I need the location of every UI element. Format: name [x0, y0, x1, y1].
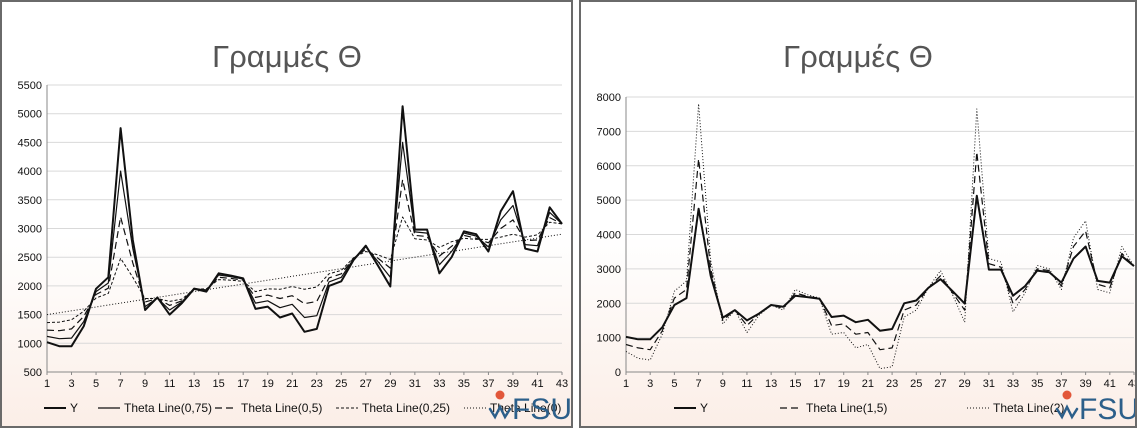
x-tick-label: 15 [213, 378, 225, 390]
legend-label: Y [700, 401, 708, 415]
series-line-3 [46, 179, 563, 332]
x-tick-label: 39 [1079, 378, 1091, 390]
series-line-3 [625, 103, 1135, 370]
y-tick-label: 3000 [18, 224, 42, 236]
chart-right: Γραμμές Θ 0 1000 2000 3000 4000 5000 6000 7000 80… [597, 39, 1135, 426]
series-line-2 [46, 141, 563, 340]
x-tick-label: 19 [262, 378, 274, 390]
x-tick-label: 37 [482, 378, 494, 390]
fsu-mark-icon [488, 404, 512, 420]
x-tick-label: 17 [813, 378, 825, 390]
series-line-1 [625, 194, 1135, 341]
series-line-2 [625, 151, 1135, 351]
series-line-4 [46, 216, 563, 324]
legend-label: Theta Line(0,75) [124, 401, 212, 415]
x-tick-label: 41 [531, 378, 543, 390]
y-tick-label: 2000 [597, 298, 621, 310]
x-tick-label: 13 [188, 378, 200, 390]
fsu-logo: FSU [1055, 390, 1135, 426]
y-tick-label: 5500 [18, 80, 42, 92]
x-tick-label: 43 [1128, 378, 1135, 390]
x-tick-label: 39 [507, 378, 519, 390]
x-tick-label: 13 [765, 378, 777, 390]
x-tick-label: 31 [983, 378, 995, 390]
x-tick-label: 1 [623, 378, 629, 390]
x-tick-label: 19 [838, 378, 850, 390]
series-line-1 [46, 105, 563, 348]
y-tick-label: 1000 [597, 333, 621, 345]
chart-panel-left: Γραμμές Θ 500 1000 1500 2000 2500 3000 3500 4000… [0, 0, 573, 428]
legend-label: Theta Line(0,25) [362, 401, 450, 415]
y-tick-label: 6000 [597, 161, 621, 173]
fsu-mark-icon [1055, 404, 1079, 420]
y-tick-label: 3000 [597, 264, 621, 276]
legend-label: Theta Line(2) [993, 401, 1064, 415]
chart-title: Γραμμές Θ [212, 39, 362, 74]
x-tick-label: 3 [68, 378, 74, 390]
fsu-leaf-icon [1062, 390, 1072, 400]
fsu-logo-text: FSU [1079, 393, 1135, 426]
x-tick-label: 29 [384, 378, 396, 390]
y-tick-label: 4000 [597, 230, 621, 242]
x-tick-label: 31 [409, 378, 421, 390]
x-tick-label: 7 [118, 378, 124, 390]
y-tick-label: 2500 [18, 252, 42, 264]
x-tick-label: 7 [696, 378, 702, 390]
x-tick-label: 1 [44, 378, 50, 390]
x-tick-label: 5 [671, 378, 677, 390]
y-tick-label: 0 [615, 367, 621, 379]
x-tick-label: 43 [556, 378, 568, 390]
x-tick-label: 9 [142, 378, 148, 390]
legend-label: Theta Line(1,5) [806, 401, 887, 415]
x-tick-label: 25 [335, 378, 347, 390]
x-tick-label: 37 [1055, 378, 1067, 390]
x-tick-label: 23 [311, 378, 323, 390]
y-tick-label: 4000 [18, 166, 42, 178]
y-tick-label: 5000 [597, 195, 621, 207]
y-tick-label: 1500 [18, 310, 42, 322]
chart-left: Γραμμές Θ 500 1000 1500 2000 2500 3000 3500 4000… [18, 39, 571, 426]
x-tick-label: 33 [1007, 378, 1019, 390]
x-tick-label: 33 [433, 378, 445, 390]
y-tick-label: 7000 [597, 126, 621, 138]
x-tick-label: 21 [286, 378, 298, 390]
x-tick-label: 27 [934, 378, 946, 390]
x-tick-label: 23 [886, 378, 898, 390]
fsu-logo: FSU [488, 390, 571, 426]
chart-panel-right: Γραμμές Θ 0 1000 2000 3000 4000 5000 6000 7000 80… [579, 0, 1137, 428]
x-tick-label: 35 [458, 378, 470, 390]
y-tick-label: 4500 [18, 137, 42, 149]
y-tick-label: 3500 [18, 195, 42, 207]
x-tick-label: 11 [741, 378, 752, 390]
x-tick-label: 15 [789, 378, 801, 390]
x-tick-label: 17 [237, 378, 249, 390]
y-tick-label: 2000 [18, 281, 42, 293]
x-tick-label: 35 [1031, 378, 1043, 390]
x-tick-label: 29 [959, 378, 971, 390]
x-tick-label: 9 [720, 378, 726, 390]
x-tick-label: 27 [360, 378, 372, 390]
x-tick-label: 21 [862, 378, 874, 390]
x-tick-label: 5 [93, 378, 99, 390]
x-tick-label: 41 [1104, 378, 1116, 390]
y-tick-label: 8000 [597, 92, 621, 104]
x-tick-label: 3 [647, 378, 653, 390]
legend-label: Theta Line(0,5) [241, 401, 322, 415]
chart-title: Γραμμές Θ [783, 39, 933, 74]
fsu-logo-text: FSU [512, 393, 571, 426]
y-tick-label: 5000 [18, 109, 42, 121]
x-tick-label: 11 [164, 378, 175, 390]
fsu-leaf-icon [495, 390, 505, 400]
y-tick-label: 1000 [18, 338, 42, 350]
legend-label: Y [70, 401, 78, 415]
y-tick-label: 500 [24, 367, 42, 379]
x-tick-label: 25 [910, 378, 922, 390]
